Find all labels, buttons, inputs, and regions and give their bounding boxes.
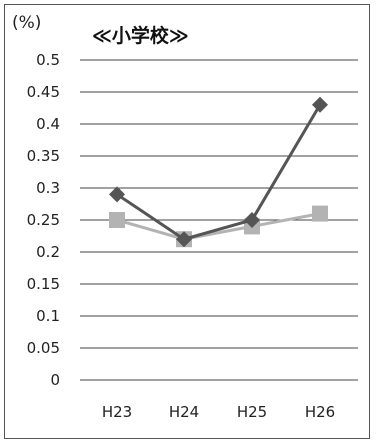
- y-tick-label: 0: [50, 371, 60, 389]
- y-tick-label: 0.3: [36, 179, 60, 197]
- x-tick-label: H26: [305, 403, 335, 421]
- y-tick-label: 0.4: [36, 115, 60, 133]
- y-tick-label: 0.45: [27, 83, 60, 101]
- chart-frame: [4, 4, 370, 439]
- series-line: [116, 212, 321, 241]
- data-point-diamond: [312, 96, 328, 113]
- y-tick-label: 0.15: [27, 275, 60, 293]
- data-point-square: [312, 205, 328, 222]
- y-tick-label: 0.05: [27, 339, 60, 357]
- data-point-diamond: [176, 231, 192, 248]
- data-point-square: [109, 212, 125, 228]
- y-unit-label: (%): [12, 13, 42, 33]
- y-tick-label: 0.2: [36, 243, 60, 261]
- chart-title: ≪小学校≫: [92, 25, 189, 47]
- y-tick-label: 0.5: [36, 51, 60, 69]
- y-tick-label: 0.1: [36, 307, 60, 325]
- data-point-diamond: [244, 212, 260, 228]
- series-line: [116, 104, 322, 241]
- y-tick-label: 0.25: [27, 211, 60, 229]
- x-tick-label: H23: [102, 403, 132, 421]
- y-tick-label: 0.35: [27, 147, 60, 165]
- x-tick-label: H24: [169, 403, 199, 421]
- x-tick-label: H25: [237, 403, 267, 421]
- data-point-diamond: [109, 186, 125, 203]
